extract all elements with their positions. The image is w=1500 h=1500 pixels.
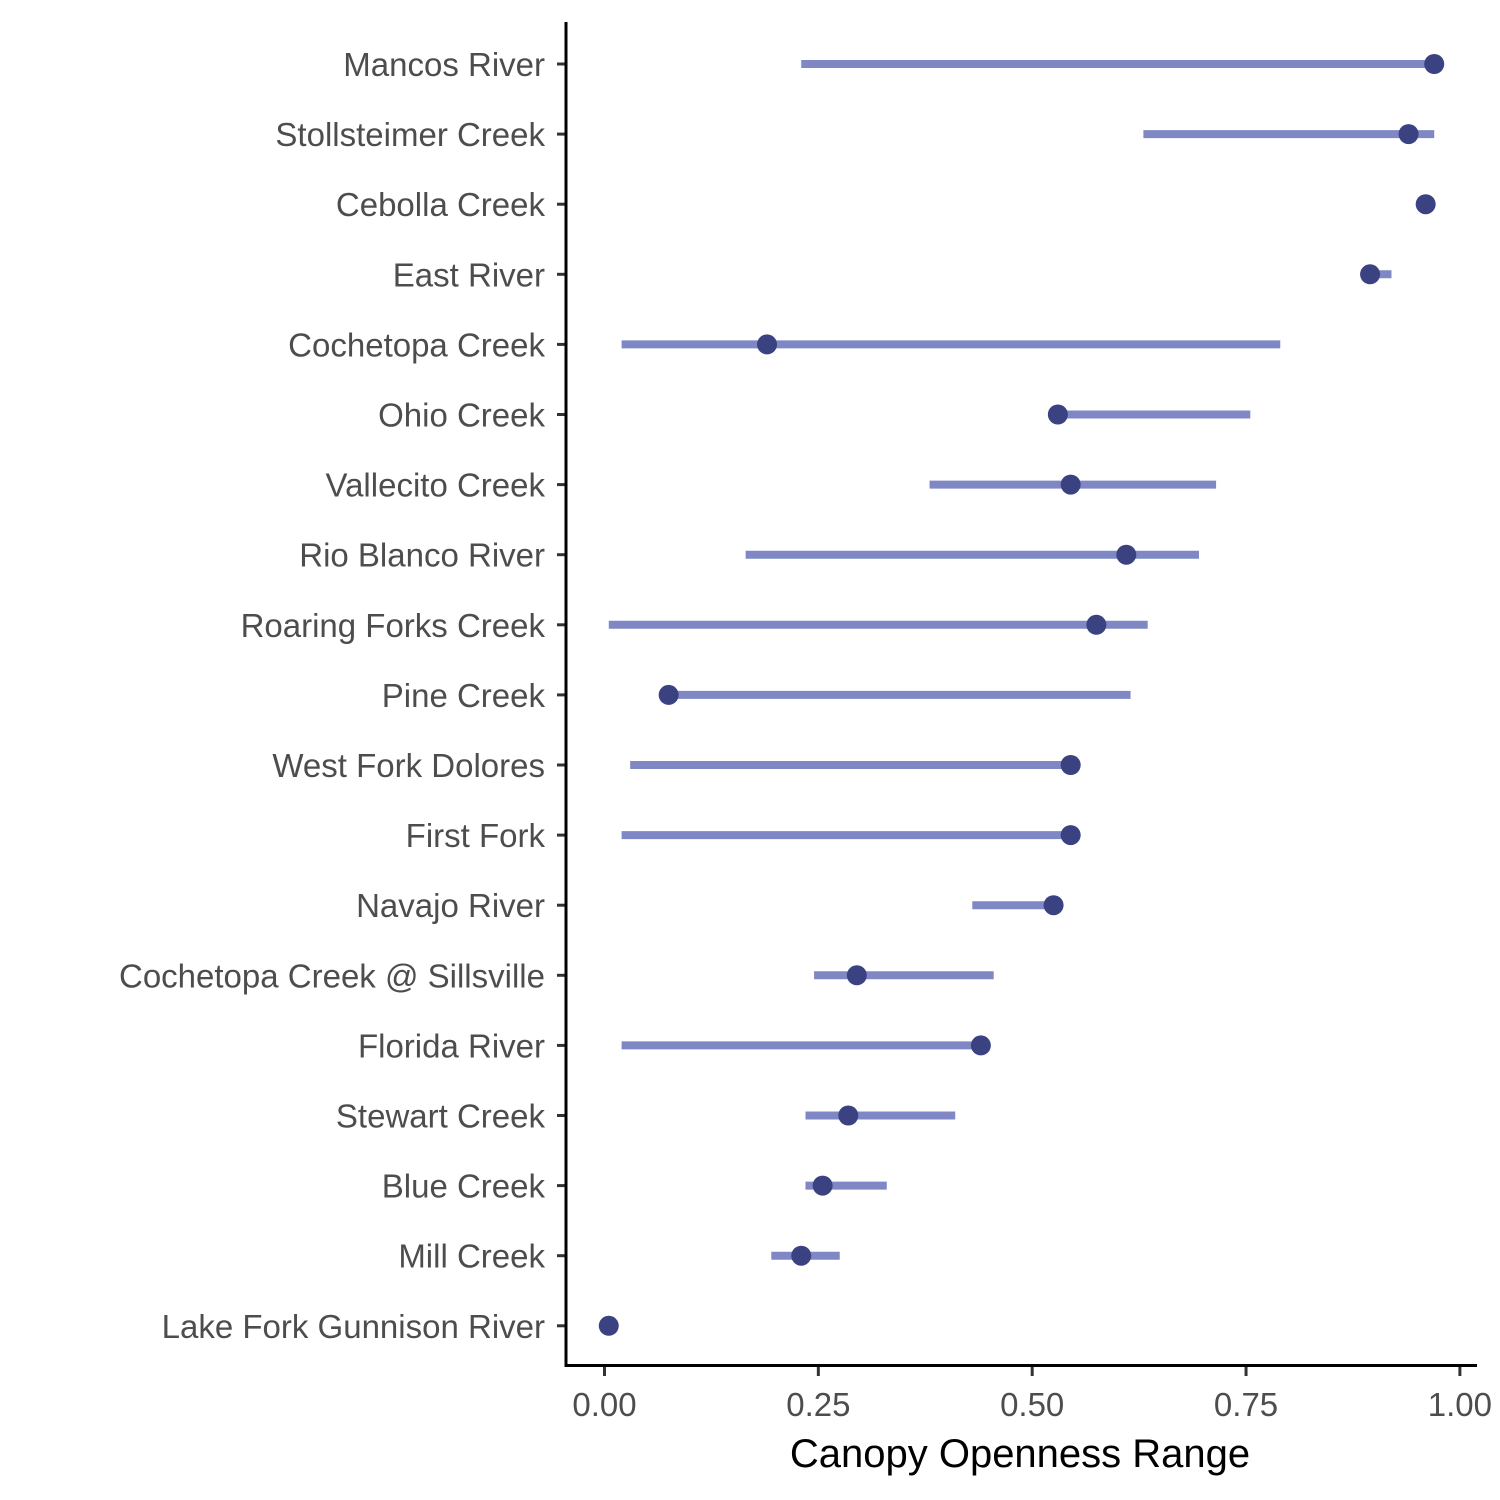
data-point: [838, 1105, 859, 1126]
x-tick-label: 1.00: [1428, 1386, 1492, 1423]
data-point: [658, 684, 679, 705]
x-tick-label: 0.00: [572, 1386, 636, 1423]
category-label: Pine Creek: [382, 677, 546, 714]
category-label: Florida River: [358, 1027, 545, 1064]
data-point: [1060, 755, 1081, 775]
category-label: East River: [393, 256, 545, 293]
data-point: [598, 1315, 619, 1336]
category-label: Vallecito Creek: [326, 467, 546, 504]
data-point: [1043, 895, 1064, 916]
x-axis-title: Canopy Openness Range: [790, 1432, 1250, 1476]
category-label: Blue Creek: [382, 1168, 546, 1205]
category-label: Rio Blanco River: [299, 537, 545, 574]
category-label: Cochetopa Creek: [288, 326, 545, 363]
x-tick-label: 0.75: [1214, 1386, 1278, 1423]
category-label: Navajo River: [356, 887, 545, 924]
category-label: West Fork Dolores: [272, 747, 545, 784]
x-tick-label: 0.25: [786, 1386, 850, 1423]
data-point: [1415, 194, 1436, 215]
x-tick-label: 0.50: [1000, 1386, 1064, 1423]
category-label: Cochetopa Creek @ Sillsville: [119, 957, 545, 994]
category-label: Cebolla Creek: [336, 186, 546, 223]
x-ticks: [602, 1367, 1462, 1376]
category-label: Ohio Creek: [378, 397, 545, 434]
category-label: Mancos River: [343, 46, 545, 83]
category-labels: Mancos River Stollsteimer Creek Cebolla Cr…: [119, 46, 546, 1345]
data-point: [1398, 124, 1419, 145]
category-label: Roaring Forks Creek: [241, 607, 546, 644]
data-point: [846, 965, 867, 986]
x-tick-labels: 0.00 0.25 0.50 0.75 1.00: [572, 1386, 1492, 1423]
data-point: [1060, 825, 1081, 846]
range-segments: [608, 60, 1435, 1260]
data-point: [757, 334, 778, 355]
data-point: [1424, 54, 1445, 74]
data-point: [1116, 544, 1137, 565]
category-label: First Fork: [406, 817, 546, 854]
category-label: Lake Fork Gunnison River: [162, 1308, 545, 1345]
category-label: Stewart Creek: [336, 1098, 546, 1135]
data-point: [1086, 614, 1107, 635]
data-point: [791, 1245, 812, 1266]
data-point: [812, 1175, 833, 1196]
category-label: Mill Creek: [398, 1238, 545, 1275]
data-points: [598, 54, 1445, 1336]
data-point: [1060, 474, 1081, 495]
data-point: [1360, 264, 1381, 285]
data-point: [1047, 404, 1068, 425]
category-label: Stollsteimer Creek: [275, 116, 545, 153]
data-point: [970, 1035, 991, 1056]
